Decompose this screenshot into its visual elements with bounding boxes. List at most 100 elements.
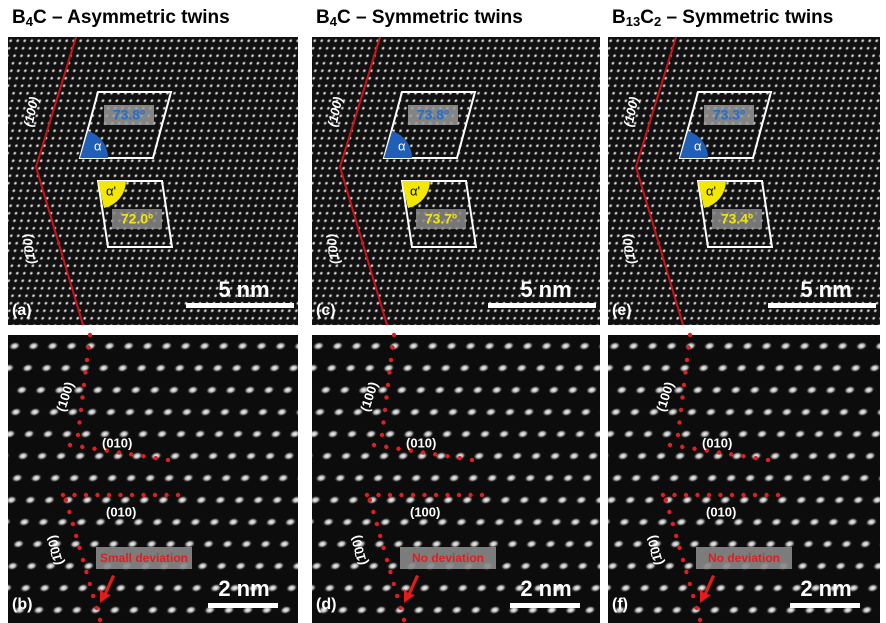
top-panel: (100)(1̄00)α73.8ºα'73.7º5 nm(c) [312, 37, 600, 325]
atom-marker [667, 510, 671, 514]
atom-marker [107, 493, 111, 497]
atom-marker [468, 493, 472, 497]
atom-marker [368, 498, 372, 502]
atom-marker [668, 443, 672, 447]
atom-marker [117, 450, 121, 454]
column-title: B4C – Symmetric twins [316, 7, 523, 29]
scale-bar [790, 603, 860, 608]
atom-marker [64, 498, 68, 502]
atom-marker [380, 433, 384, 437]
atom-marker [677, 546, 681, 550]
atom-marker [164, 493, 168, 497]
bottom-panel: (100)(010)(010)(1̄00)Small deviation2 nm… [8, 333, 298, 623]
scale-label: 2 nm [218, 576, 269, 601]
atom-marker [141, 454, 145, 458]
atom-marker [457, 493, 461, 497]
title-text: C [640, 7, 654, 28]
atom-marker [86, 345, 90, 349]
atom-marker [411, 493, 415, 497]
angle-symbol: α [94, 138, 102, 153]
angle-value: 73.8º [417, 107, 449, 123]
atom-marker [375, 522, 379, 526]
angle-value: 73.8º [113, 107, 145, 123]
atom-marker [68, 443, 72, 447]
atom-marker [717, 450, 721, 454]
atom-marker [677, 420, 681, 424]
atom-marker [730, 493, 734, 497]
plane-label: (100) [410, 504, 440, 519]
atom-marker [383, 408, 387, 412]
angle-value: 73.3º [713, 107, 745, 123]
atom-marker [741, 493, 745, 497]
title-text: B [12, 7, 26, 28]
atom-marker [61, 493, 65, 497]
atom-marker [695, 493, 699, 497]
scale-label: 5 nm [520, 277, 571, 302]
title-text: C – Asymmetric twins [33, 7, 230, 28]
atom-marker [388, 493, 392, 497]
column-title: B4C – Asymmetric twins [12, 7, 230, 29]
scale-bar [768, 303, 876, 308]
atom-marker [381, 420, 385, 424]
atom-marker [764, 493, 768, 497]
atom-marker [371, 510, 375, 514]
atom-marker [682, 383, 686, 387]
atom-marker [741, 454, 745, 458]
scale-label: 5 nm [218, 277, 269, 302]
atom-marker [392, 333, 396, 337]
atom-marker [365, 493, 369, 497]
atom-marker [91, 594, 95, 598]
scale-bar [510, 603, 580, 608]
atom-marker [77, 546, 81, 550]
atom-marker [684, 493, 688, 497]
atom-marker [664, 498, 668, 502]
atom-marker [79, 408, 83, 412]
title-text: B [316, 7, 330, 28]
atom-marker [395, 594, 399, 598]
atom-marker [661, 493, 665, 497]
atom-marker [680, 395, 684, 399]
atom-marker [385, 558, 389, 562]
angle-symbol: α [694, 138, 702, 153]
plane-label: (010) [706, 504, 736, 519]
atom-marker [83, 370, 87, 374]
atom-marker [381, 546, 385, 550]
atom-marker [386, 383, 390, 387]
plane-label: (010) [106, 504, 136, 519]
atom-marker [77, 420, 81, 424]
atom-marker [378, 534, 382, 538]
scale-bar [208, 603, 278, 608]
atom-marker [392, 582, 396, 586]
atom-marker [445, 454, 449, 458]
atom-marker [681, 558, 685, 562]
atom-marker [685, 358, 689, 362]
atom-marker [384, 445, 388, 449]
atom-marker [92, 447, 96, 451]
atom-marker [683, 370, 687, 374]
atom-marker [672, 493, 676, 497]
scale-bar [488, 303, 596, 308]
atom-marker [130, 493, 134, 497]
scale-label: 2 nm [800, 576, 851, 601]
atom-marker [671, 522, 675, 526]
figure: B4C – Asymmetric twins (100)(1̄00)α73.8ºα… [0, 0, 886, 623]
atom-marker [81, 558, 85, 562]
atom-marker [141, 493, 145, 497]
atom-marker [129, 452, 133, 456]
atom-marker [396, 447, 400, 451]
atom-marker [458, 456, 462, 460]
atom-marker [729, 452, 733, 456]
note-text: No deviation [412, 551, 484, 565]
atom-marker [684, 570, 688, 574]
atom-marker [422, 493, 426, 497]
atom-marker [384, 395, 388, 399]
atom-marker [94, 606, 98, 610]
angle-symbol: α' [106, 183, 116, 198]
panel-label: (d) [316, 596, 336, 613]
atom-marker [74, 534, 78, 538]
top-panel: (100)(1̄00)α73.3ºα'73.4º5 nm(e) [608, 37, 880, 325]
title-subscript: 13 [626, 14, 640, 29]
atom-marker [166, 458, 170, 462]
note-text: No deviation [708, 551, 780, 565]
